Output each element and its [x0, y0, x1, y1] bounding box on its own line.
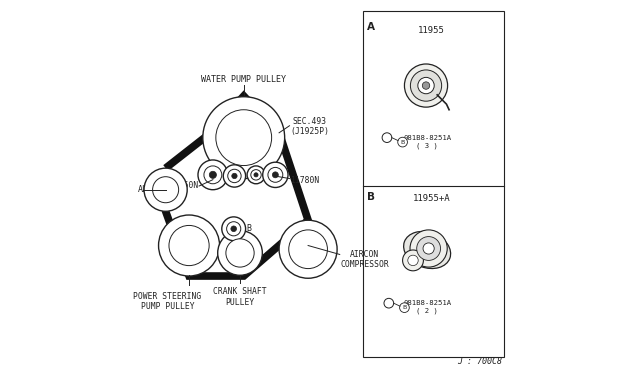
Ellipse shape [404, 231, 451, 269]
Circle shape [397, 137, 408, 147]
Bar [363, 11, 504, 357]
Text: 11955: 11955 [418, 26, 445, 35]
Circle shape [223, 165, 246, 187]
Text: 081B8-8251A
( 3 ): 081B8-8251A ( 3 ) [403, 135, 451, 149]
Text: 11780N: 11780N [291, 176, 319, 185]
Circle shape [226, 239, 254, 267]
Circle shape [418, 77, 434, 94]
Circle shape [417, 237, 440, 260]
Circle shape [268, 167, 283, 182]
Text: POWER STEERING
PUMP PULLEY: POWER STEERING PUMP PULLEY [133, 292, 202, 311]
Text: A: A [216, 121, 221, 130]
Circle shape [152, 177, 179, 203]
Circle shape [403, 250, 424, 271]
Circle shape [228, 169, 241, 183]
Text: B: B [401, 140, 404, 145]
Circle shape [262, 162, 288, 187]
Circle shape [204, 166, 222, 184]
Text: A: A [367, 22, 375, 32]
Circle shape [423, 243, 434, 254]
Circle shape [382, 133, 392, 142]
Text: J : 700C8: J : 700C8 [457, 357, 502, 366]
Text: SEC.493
(J1925P): SEC.493 (J1925P) [291, 117, 329, 136]
Circle shape [399, 303, 410, 312]
Circle shape [218, 231, 262, 275]
Circle shape [422, 82, 429, 89]
Circle shape [227, 222, 241, 236]
Circle shape [222, 217, 246, 241]
Circle shape [159, 215, 220, 276]
Circle shape [198, 160, 228, 190]
Circle shape [169, 225, 209, 266]
Circle shape [231, 226, 237, 232]
Circle shape [410, 70, 442, 101]
Text: 081B8-8251A
( 2 ): 081B8-8251A ( 2 ) [403, 300, 451, 314]
Text: B: B [403, 305, 406, 310]
Text: B: B [367, 192, 375, 202]
Circle shape [254, 173, 258, 177]
Text: AIRCON
COMPRESSOR: AIRCON COMPRESSOR [340, 250, 389, 269]
Circle shape [209, 171, 216, 179]
Circle shape [404, 64, 447, 107]
Circle shape [251, 170, 261, 180]
Circle shape [408, 255, 418, 266]
Circle shape [203, 97, 285, 179]
Text: WATER PUMP PULLEY: WATER PUMP PULLEY [201, 75, 286, 84]
Circle shape [247, 166, 265, 184]
Circle shape [410, 230, 447, 267]
Circle shape [216, 110, 271, 166]
Text: B: B [246, 224, 252, 233]
Circle shape [289, 230, 328, 269]
Text: CRANK SHAFT
PULLEY: CRANK SHAFT PULLEY [213, 287, 267, 307]
Circle shape [384, 298, 394, 308]
Text: 11950N: 11950N [169, 182, 198, 190]
Circle shape [232, 173, 237, 179]
Circle shape [144, 168, 187, 211]
Text: ALTERNATOR: ALTERNATOR [138, 185, 188, 194]
Text: 11955+A: 11955+A [413, 194, 451, 203]
Circle shape [273, 172, 278, 178]
Circle shape [279, 220, 337, 278]
